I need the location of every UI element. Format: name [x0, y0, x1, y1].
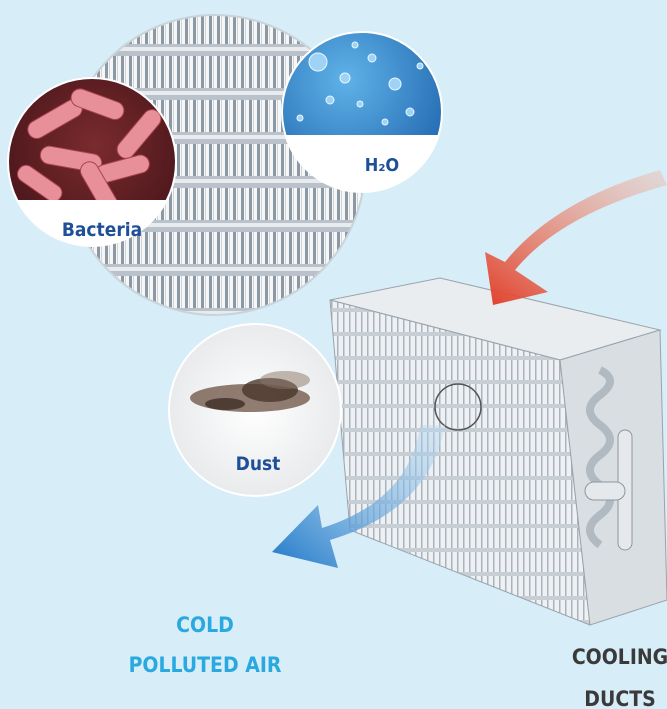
water-closeup: H₂O [281, 31, 443, 193]
warm-air-arrow [485, 170, 667, 305]
dust-closeup: Dust [168, 323, 342, 497]
evaporator [329, 277, 667, 626]
caption-cold: COLD [176, 613, 234, 637]
caption-cooling: COOLING [572, 645, 667, 669]
cold-air-arrow [272, 425, 445, 568]
caption-ducts: DUCTS [584, 687, 655, 709]
caption-polluted: POLLUTED AIR [129, 653, 282, 677]
water-label: H₂O [365, 155, 399, 176]
bacteria-label: Bacteria [62, 219, 142, 241]
dust-label: Dust [236, 453, 281, 475]
